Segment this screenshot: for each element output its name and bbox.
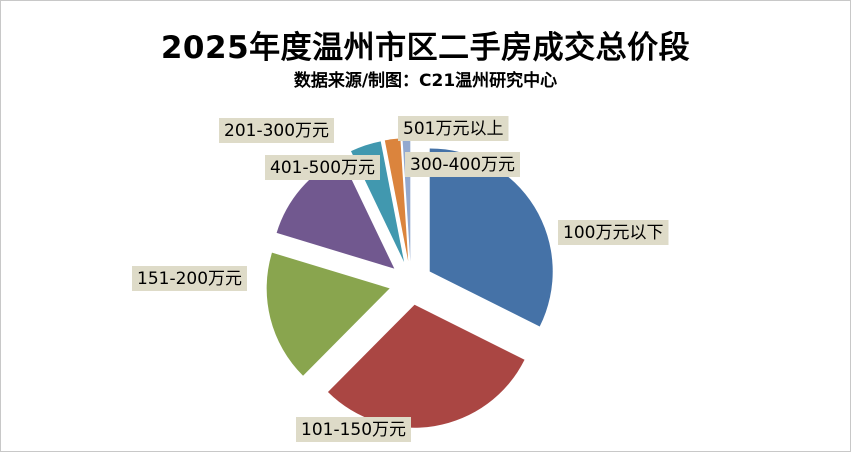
slice-label: 300-400万元: [405, 152, 520, 177]
pie-slice: [384, 138, 409, 262]
slice-label-text: 501万元以上: [403, 119, 503, 139]
slice-label: 101-150万元: [296, 417, 411, 442]
slice-labels: 100万元以下 101-150万元 151-200万元 201-300万元 401-50…: [132, 116, 669, 442]
slice-label-background: [558, 220, 669, 245]
slice-label: 201-300万元: [219, 118, 334, 143]
slice-label: 401-500万元: [265, 155, 380, 180]
slice-label-text: 100万元以下: [563, 223, 663, 243]
slice-label: 100万元以下: [558, 220, 669, 245]
slice-label-text: 401-500万元: [270, 158, 375, 178]
slice-label-background: [219, 118, 334, 143]
chart-title: 2025年度温州市区二手房成交总价段: [160, 30, 691, 66]
pie-slice: [276, 157, 395, 269]
slice-label-background: [265, 155, 380, 180]
chart-subtitle: 数据来源/制图：C21温州研究中心: [293, 71, 558, 91]
pie-slice: [429, 148, 553, 327]
slice-label-text: 101-150万元: [301, 420, 406, 440]
slice-label: 151-200万元: [132, 266, 247, 291]
slice-label-background: [405, 152, 520, 177]
slice-label-background: [132, 266, 247, 291]
slice-label: 501万元以上: [398, 116, 509, 141]
slice-label-text: 201-300万元: [224, 121, 329, 141]
pie-slice: [327, 304, 525, 428]
pie-slice: [266, 252, 390, 376]
pie-slices: [266, 138, 553, 428]
slice-label-text: 300-400万元: [410, 155, 515, 175]
slice-label-text: 151-200万元: [137, 269, 242, 289]
slice-label-background: [398, 116, 509, 141]
slice-label-background: [296, 417, 411, 442]
